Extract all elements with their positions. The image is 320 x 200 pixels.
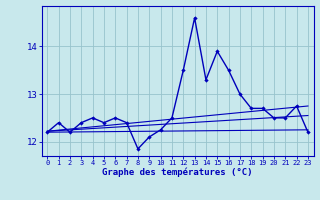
X-axis label: Graphe des températures (°C): Graphe des températures (°C) [102,168,253,177]
